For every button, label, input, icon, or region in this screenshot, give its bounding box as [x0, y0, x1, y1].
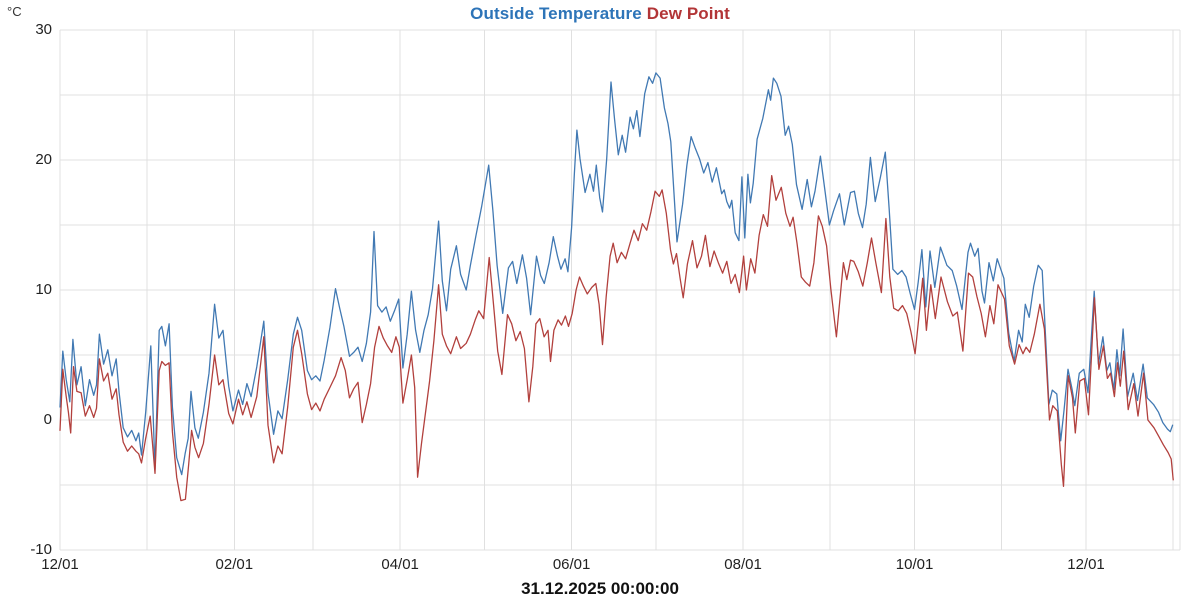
chart-title: Outside Temperature Dew Point	[0, 4, 1200, 24]
y-axis-units-label: °C	[7, 4, 22, 19]
legend-dew-point: Dew Point	[646, 4, 730, 23]
x-tick-label: 12/01	[1067, 556, 1105, 573]
outside-temperature-line	[59, 72, 1174, 476]
y-tick-label: 0	[43, 411, 52, 429]
x-tick-label: 08/01	[724, 556, 762, 573]
end-timestamp-label: 31.12.2025 00:00:00	[521, 579, 679, 598]
y-tick-label: -10	[30, 541, 52, 559]
y-tick-label: 30	[35, 21, 52, 39]
x-tick-label: 04/01	[381, 556, 419, 573]
x-tick-label: 06/01	[552, 556, 591, 573]
x-tick-label: 10/01	[895, 556, 934, 573]
y-tick-label: 20	[35, 151, 52, 169]
legend-outside-temperature: Outside Temperature	[470, 4, 642, 23]
dew-point-line	[59, 174, 1174, 502]
x-tick-label: 02/01	[215, 556, 254, 573]
y-tick-label: 10	[35, 281, 52, 299]
x-tick-label: 12/01	[41, 556, 79, 573]
